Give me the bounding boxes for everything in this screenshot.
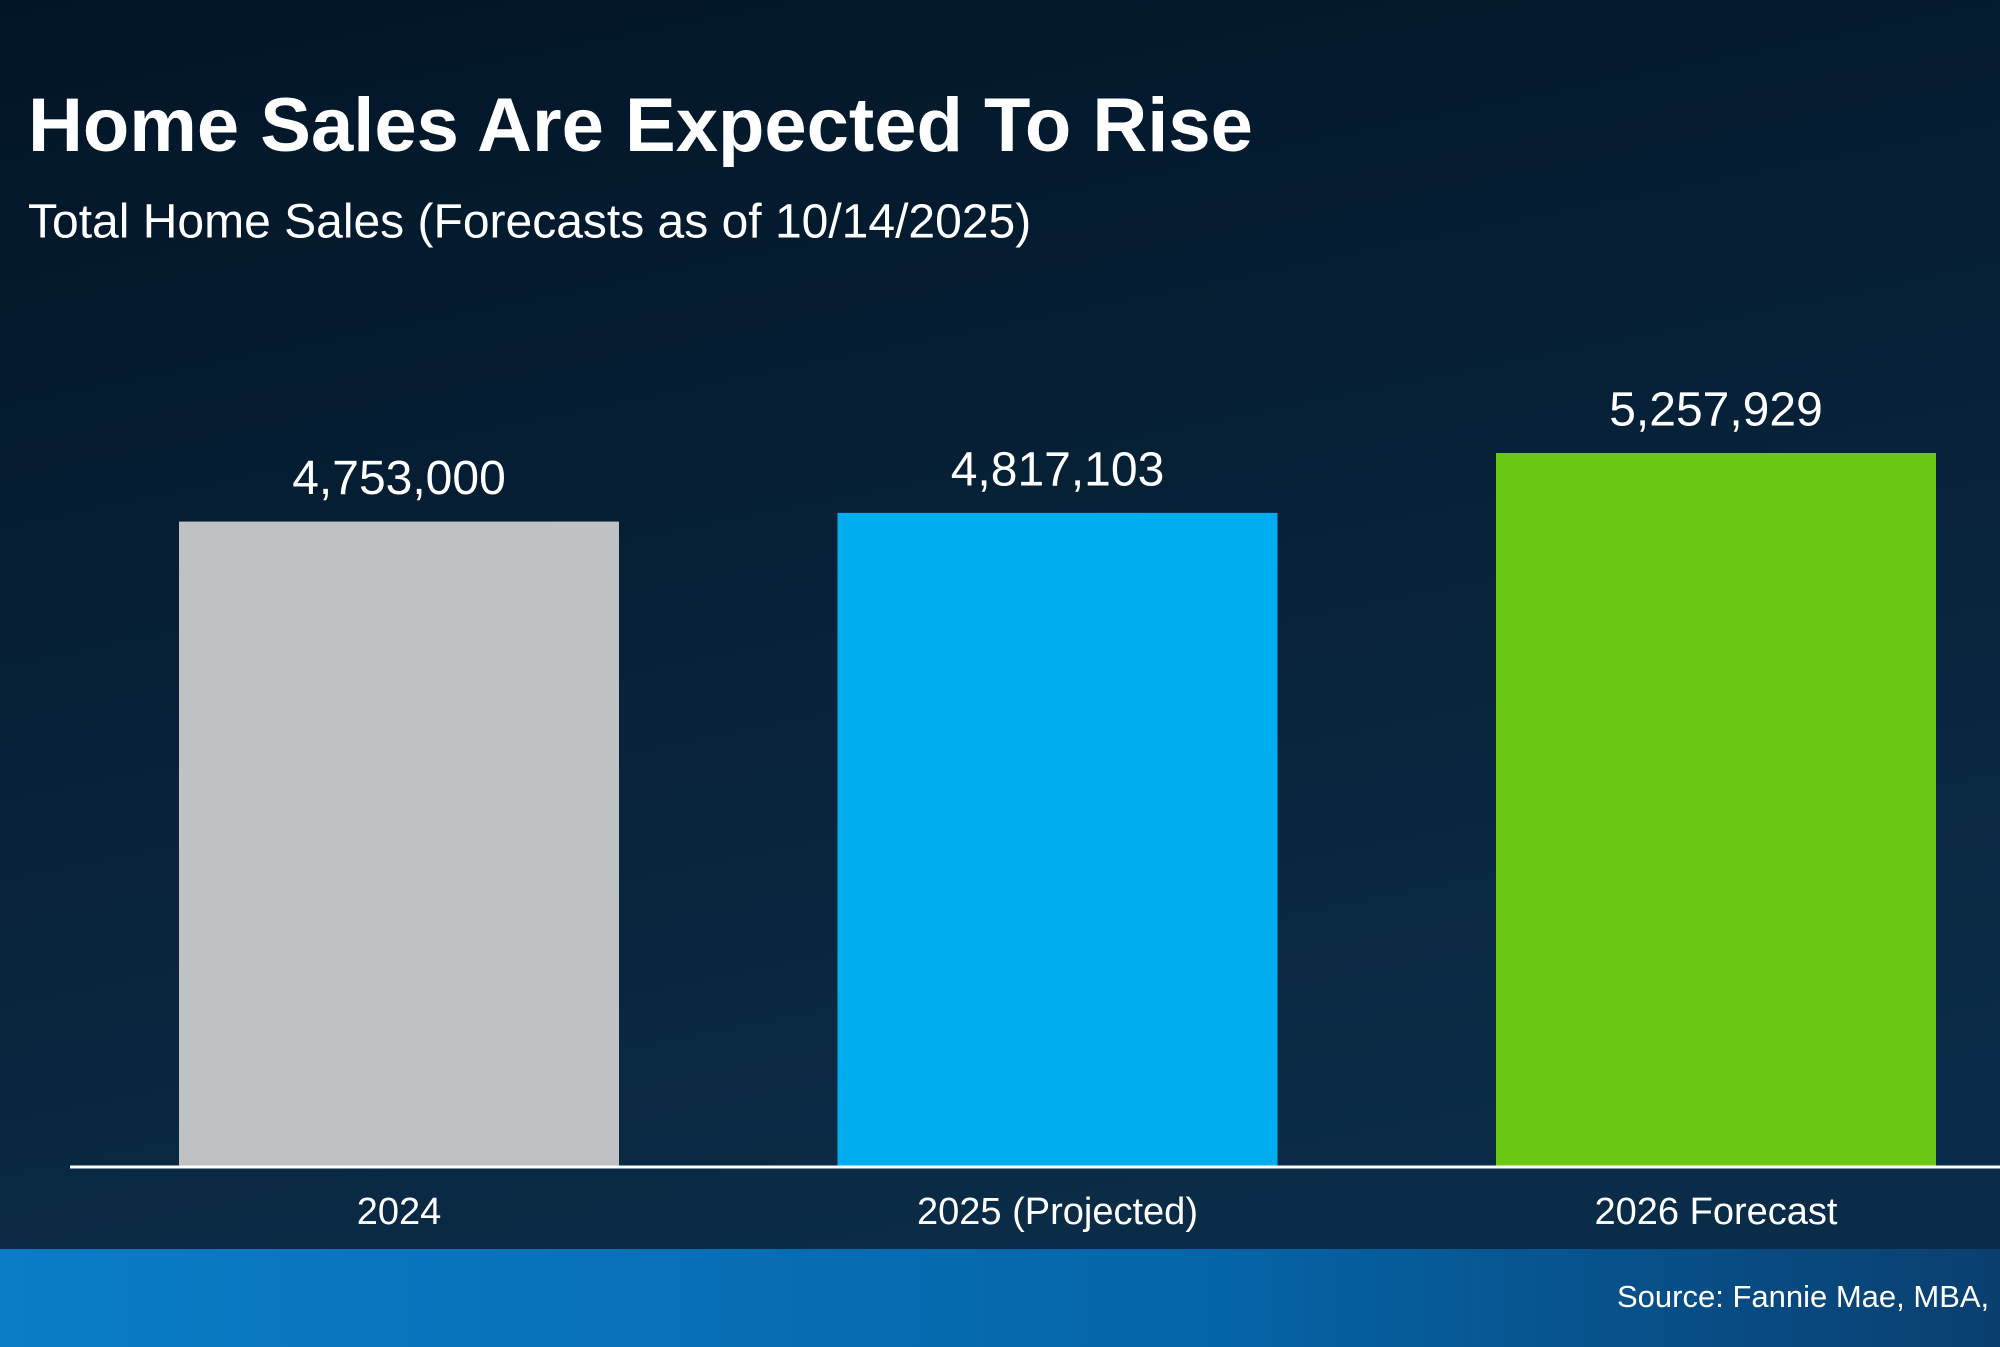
x-tick-label: 2024 [357, 1191, 442, 1233]
chart-subtitle: Total Home Sales (Forecasts as of 10/14/… [28, 196, 1031, 249]
value-label: 4,753,000 [292, 452, 506, 505]
source-note: Source: Fannie Mae, MBA, N [1617, 1279, 2000, 1314]
chart-title: Home Sales Are Expected To Rise [28, 83, 1253, 168]
value-label: 5,257,929 [1609, 384, 1823, 437]
bar [179, 521, 619, 1167]
footer-band [0, 1249, 2000, 1347]
x-tick-label: 2026 Forecast [1595, 1191, 1838, 1233]
bar [1496, 453, 1936, 1167]
bar [837, 512, 1278, 1167]
value-label: 4,817,103 [951, 444, 1165, 497]
x-tick-label: 2025 (Projected) [917, 1191, 1198, 1233]
